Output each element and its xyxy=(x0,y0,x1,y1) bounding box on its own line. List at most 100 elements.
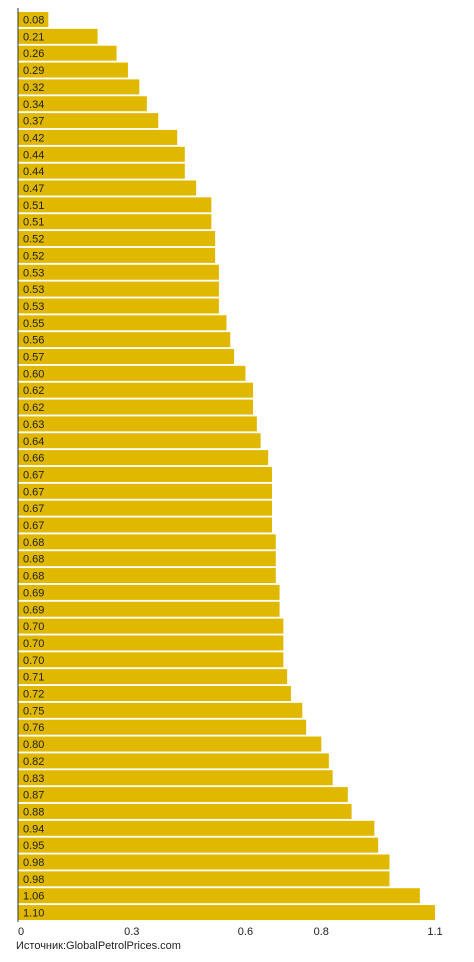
bar xyxy=(18,686,291,701)
bar xyxy=(18,483,272,499)
bar-value-label: 0.94 xyxy=(23,823,44,835)
bar xyxy=(18,433,261,449)
bar-value-label: 0.95 xyxy=(23,840,44,852)
bar xyxy=(18,28,98,44)
x-tick-label: 0.6 xyxy=(238,926,253,938)
bar xyxy=(18,45,117,61)
bar-value-label: 0.60 xyxy=(23,368,44,380)
bar-value-label: 0.75 xyxy=(23,705,44,717)
bar xyxy=(18,837,379,853)
bar-value-label: 0.26 xyxy=(23,48,44,60)
bar-value-label: 0.56 xyxy=(23,335,44,347)
bar-value-label: 0.68 xyxy=(23,571,44,583)
bar xyxy=(18,787,348,803)
bar xyxy=(18,702,303,718)
bar-value-label: 0.62 xyxy=(23,402,44,414)
bar xyxy=(18,62,128,78)
bar xyxy=(18,652,284,668)
bar-value-label: 0.51 xyxy=(23,200,44,212)
bar xyxy=(18,315,227,331)
bar-value-label: 0.98 xyxy=(23,874,44,886)
bar xyxy=(18,871,390,887)
bar-value-label: 0.72 xyxy=(23,689,44,701)
bar xyxy=(18,635,284,651)
x-tick-label: 0.8 xyxy=(314,926,329,938)
bar xyxy=(18,905,435,921)
bar-value-label: 0.34 xyxy=(23,99,44,111)
bar xyxy=(18,79,140,95)
bar xyxy=(18,584,280,600)
bar xyxy=(18,382,254,398)
x-tick-label: 0.3 xyxy=(124,926,139,938)
bar-value-label: 0.98 xyxy=(23,857,44,869)
bar-value-label: 0.63 xyxy=(23,419,44,431)
bar-value-label: 0.67 xyxy=(23,469,44,481)
bar xyxy=(18,803,352,819)
bar xyxy=(18,281,219,297)
bar-value-label: 0.68 xyxy=(23,554,44,566)
bar xyxy=(18,146,185,162)
bar-value-label: 1.10 xyxy=(23,908,44,920)
bar xyxy=(18,534,276,550)
bar-value-label: 0.67 xyxy=(23,520,44,532)
bar-value-label: 0.29 xyxy=(23,65,44,77)
bar xyxy=(18,214,212,230)
bar-value-label: 1.06 xyxy=(23,891,44,903)
x-axis-ticks: 0 0.3 0.6 0.8 1.1 xyxy=(18,926,443,938)
bar-value-label: 0.42 xyxy=(23,132,44,144)
x-tick-label: 1.1 xyxy=(427,926,442,938)
bar-value-label: 0.37 xyxy=(23,116,44,128)
bar xyxy=(18,551,276,567)
bar-value-label: 0.82 xyxy=(23,756,44,768)
bar xyxy=(18,466,272,482)
source-note: Источник:GlobalPetrolPrices.com xyxy=(16,940,181,952)
bar xyxy=(18,247,216,263)
bar xyxy=(18,96,147,112)
bar xyxy=(18,332,231,348)
x-tick-label: 0 xyxy=(18,926,24,938)
bar xyxy=(18,399,254,415)
bar xyxy=(18,450,269,466)
bar xyxy=(18,500,272,516)
bar-value-label: 0.70 xyxy=(23,655,44,667)
bar xyxy=(18,618,284,634)
bar-value-label: 0.53 xyxy=(23,267,44,279)
bar-value-label: 0.68 xyxy=(23,537,44,549)
bar xyxy=(18,568,276,584)
bar xyxy=(18,601,280,617)
bar xyxy=(18,113,159,129)
bar xyxy=(18,820,375,836)
bar-value-label: 0.80 xyxy=(23,739,44,751)
bar xyxy=(18,163,185,179)
bar xyxy=(18,888,420,904)
bar-value-label: 0.32 xyxy=(23,82,44,94)
bar xyxy=(18,349,235,364)
bar xyxy=(18,736,322,752)
bar xyxy=(18,517,272,533)
bar-value-label: 0.51 xyxy=(23,217,44,229)
bar xyxy=(18,264,219,280)
bar xyxy=(18,231,216,247)
bar xyxy=(18,770,333,786)
bar-value-label: 0.21 xyxy=(23,31,44,43)
bar xyxy=(18,669,288,685)
bar xyxy=(18,298,219,314)
bar-value-label: 0.87 xyxy=(23,790,44,802)
bar-value-label: 0.44 xyxy=(23,166,44,178)
bar-value-label: 0.88 xyxy=(23,806,44,818)
bar-value-label: 0.44 xyxy=(23,149,44,161)
bar-value-label: 0.71 xyxy=(23,672,44,684)
bar-value-label: 0.67 xyxy=(23,503,44,515)
bar xyxy=(18,854,390,870)
bar xyxy=(18,197,212,213)
bar-value-label: 0.66 xyxy=(23,453,44,465)
bar-value-label: 0.83 xyxy=(23,773,44,785)
bar-value-label: 0.69 xyxy=(23,604,44,616)
bar-value-label: 0.62 xyxy=(23,385,44,397)
bar-value-label: 0.57 xyxy=(23,352,44,364)
source-name[interactable]: GlobalPetrolPrices.com xyxy=(66,940,181,952)
bar xyxy=(18,12,49,27)
bar-value-label: 0.67 xyxy=(23,486,44,498)
bar-value-label: 0.70 xyxy=(23,638,44,650)
